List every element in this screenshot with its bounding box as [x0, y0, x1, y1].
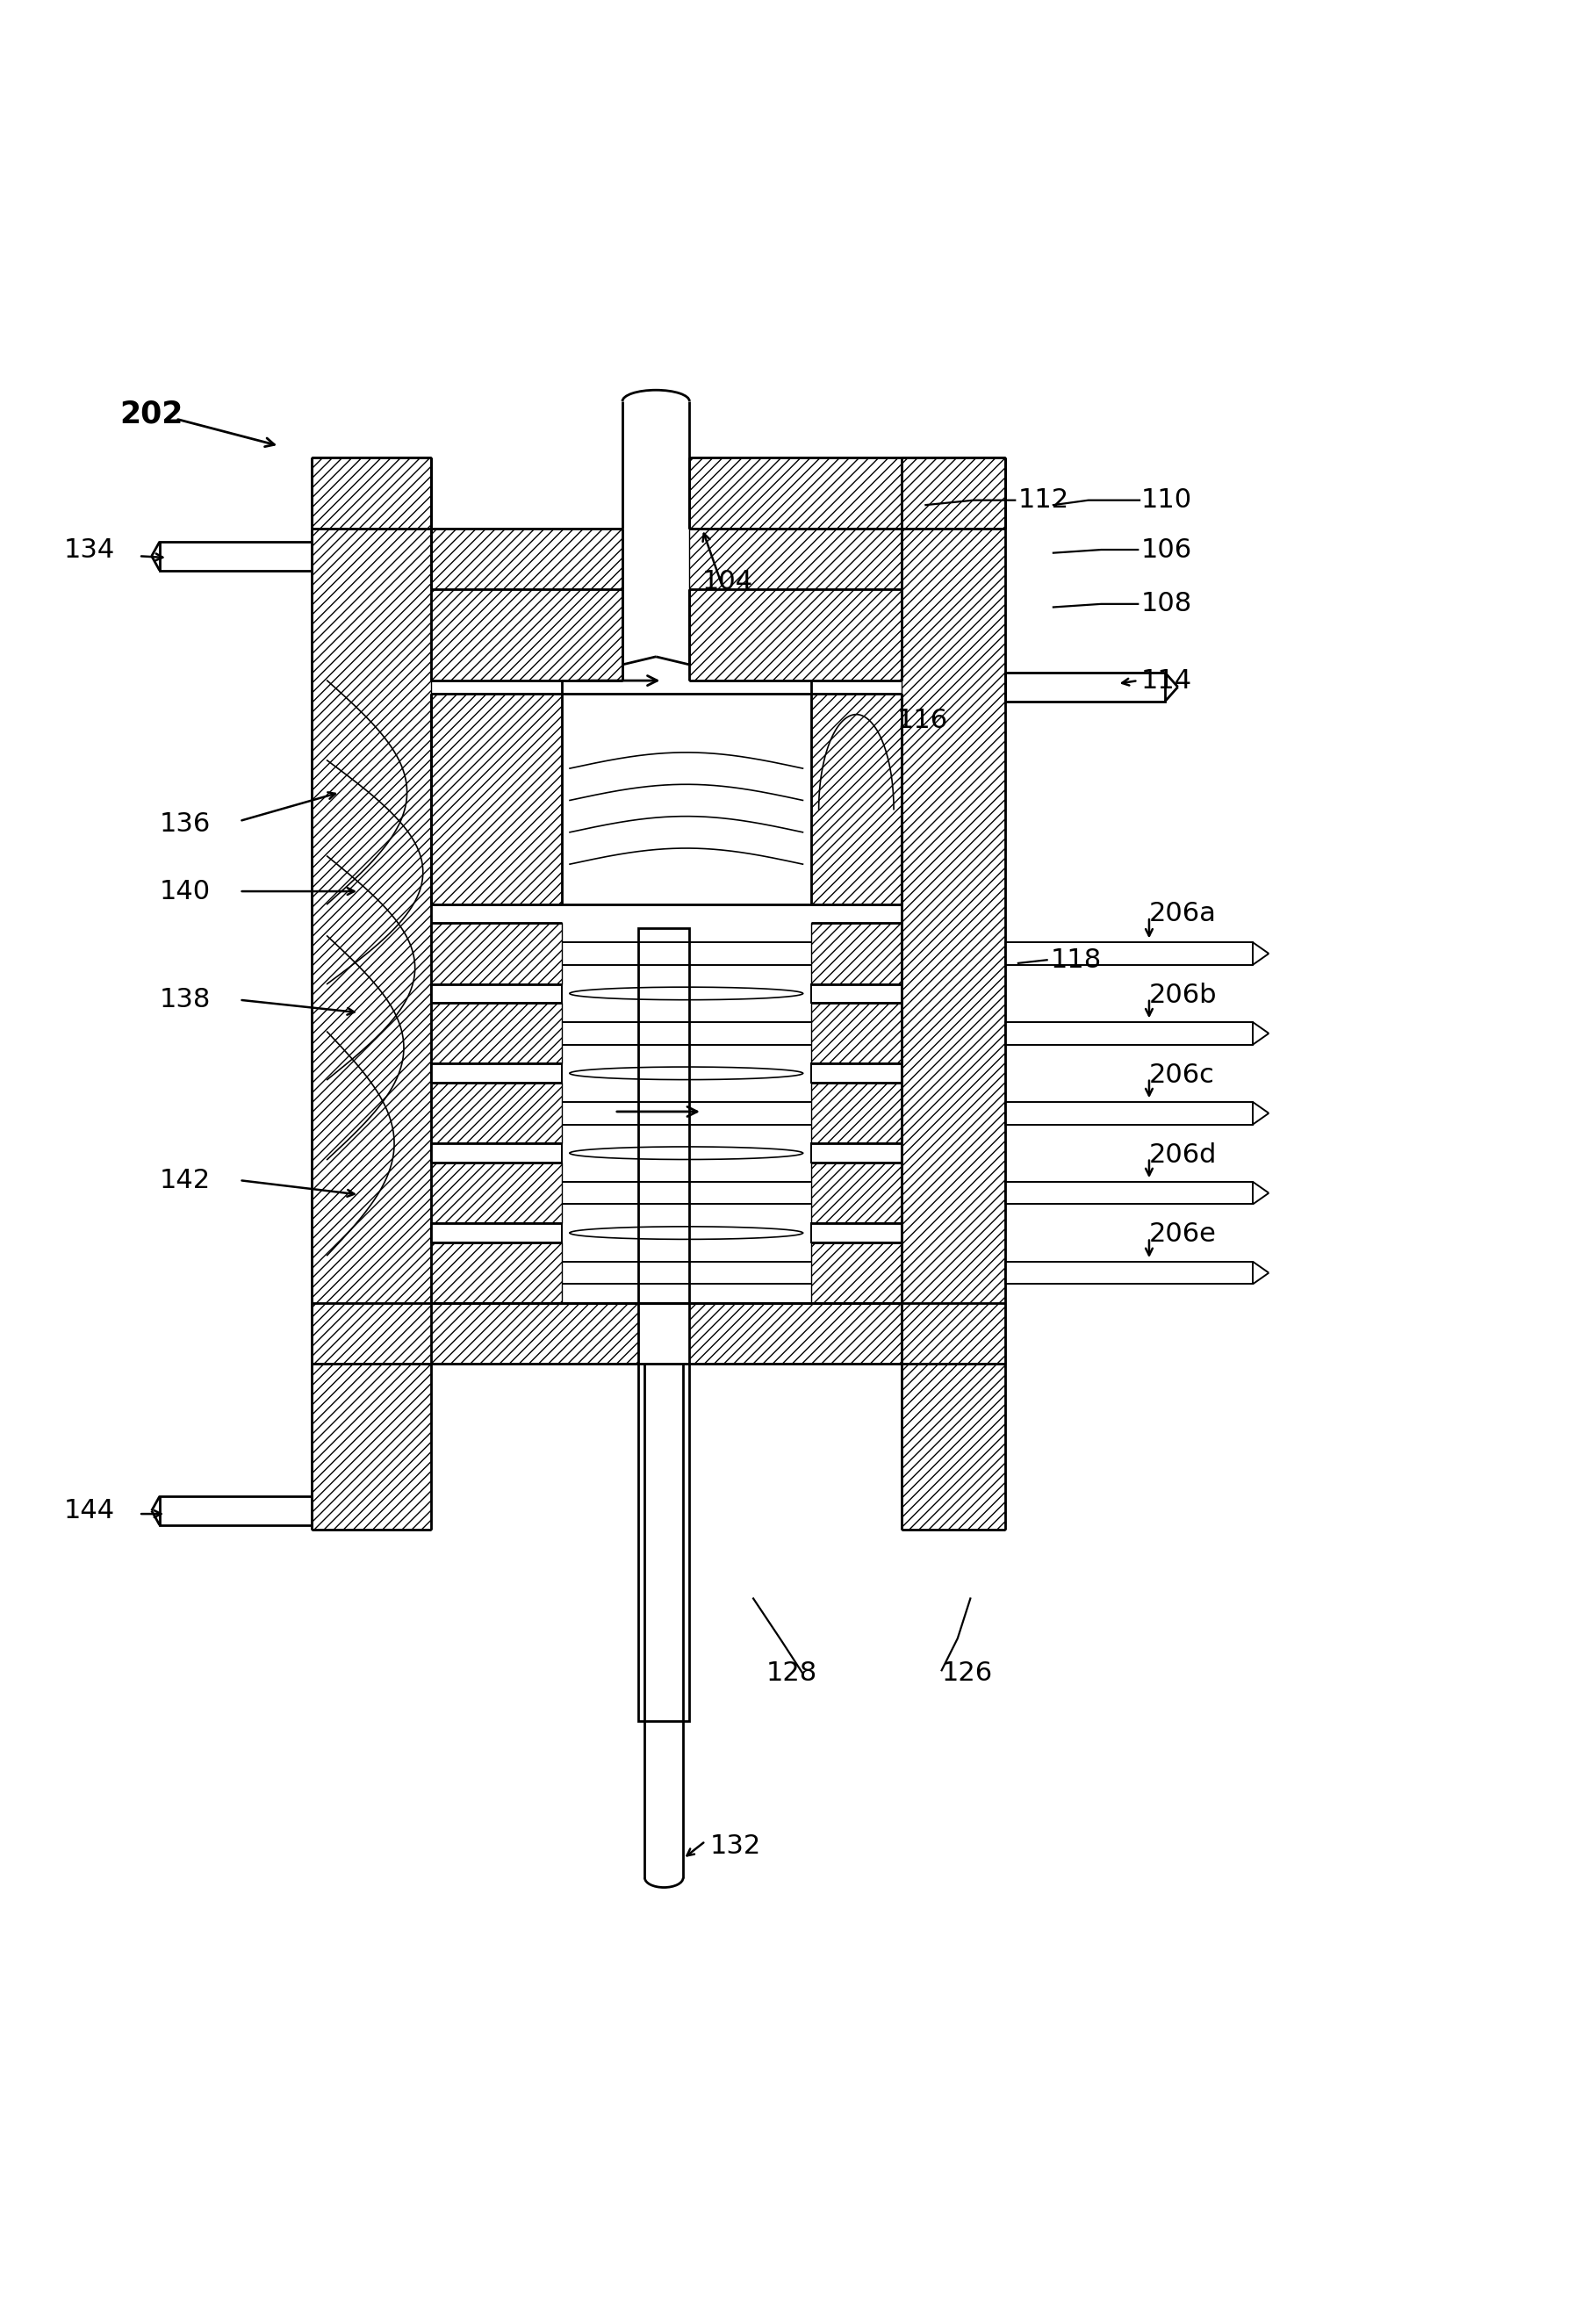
Bar — [431, 589, 622, 679]
Bar — [811, 693, 902, 904]
Bar — [431, 1162, 562, 1224]
Bar — [311, 529, 431, 1531]
Text: 128: 128 — [766, 1660, 817, 1686]
Bar — [431, 1004, 562, 1064]
Text: 136: 136 — [160, 812, 211, 837]
Bar — [811, 923, 902, 983]
Bar — [811, 1224, 902, 1243]
Text: 118: 118 — [1050, 946, 1101, 972]
Bar — [811, 1243, 902, 1303]
Bar — [902, 529, 1005, 1531]
Bar — [431, 1083, 562, 1143]
Bar — [1005, 1102, 1253, 1125]
Bar — [160, 543, 311, 570]
Bar — [811, 1143, 902, 1162]
Text: 142: 142 — [160, 1166, 211, 1192]
Text: 132: 132 — [710, 1834, 761, 1858]
Text: 116: 116 — [897, 707, 948, 733]
Text: 108: 108 — [1141, 591, 1192, 617]
Bar — [431, 923, 562, 983]
Bar — [160, 1496, 311, 1526]
Bar — [1005, 1183, 1253, 1204]
Text: 206a: 206a — [1149, 900, 1216, 925]
Text: 106: 106 — [1141, 538, 1192, 564]
Text: 206b: 206b — [1149, 983, 1218, 1009]
Text: 206c: 206c — [1149, 1062, 1215, 1088]
Bar — [811, 1004, 902, 1064]
Bar — [431, 1143, 562, 1162]
Bar — [638, 928, 689, 1721]
Bar — [811, 1162, 902, 1224]
Text: 140: 140 — [160, 879, 211, 904]
Bar — [311, 457, 431, 529]
Bar — [431, 693, 562, 904]
Bar — [1005, 942, 1253, 965]
Text: 138: 138 — [160, 988, 211, 1013]
Bar — [1005, 1023, 1253, 1044]
Bar — [1005, 673, 1165, 700]
Text: 126: 126 — [942, 1660, 993, 1686]
Text: 206d: 206d — [1149, 1141, 1218, 1166]
Bar — [431, 1224, 562, 1243]
Text: 114: 114 — [1141, 668, 1192, 693]
Bar — [431, 529, 622, 589]
Bar — [811, 1064, 902, 1083]
Text: 134: 134 — [64, 538, 115, 564]
Bar — [1005, 1262, 1253, 1285]
Bar — [811, 983, 902, 1004]
Bar — [311, 1303, 1005, 1364]
Bar — [689, 529, 902, 589]
Text: 112: 112 — [1018, 487, 1069, 512]
Bar — [431, 983, 562, 1004]
Bar — [431, 1064, 562, 1083]
Text: 144: 144 — [64, 1498, 115, 1524]
Bar — [689, 589, 902, 679]
Bar — [811, 1083, 902, 1143]
Text: 104: 104 — [702, 568, 753, 594]
Bar — [431, 1243, 562, 1303]
Text: 202: 202 — [120, 399, 184, 429]
Text: 206e: 206e — [1149, 1222, 1216, 1248]
Bar — [689, 457, 1005, 529]
Bar — [562, 679, 811, 693]
Text: 110: 110 — [1141, 487, 1192, 512]
